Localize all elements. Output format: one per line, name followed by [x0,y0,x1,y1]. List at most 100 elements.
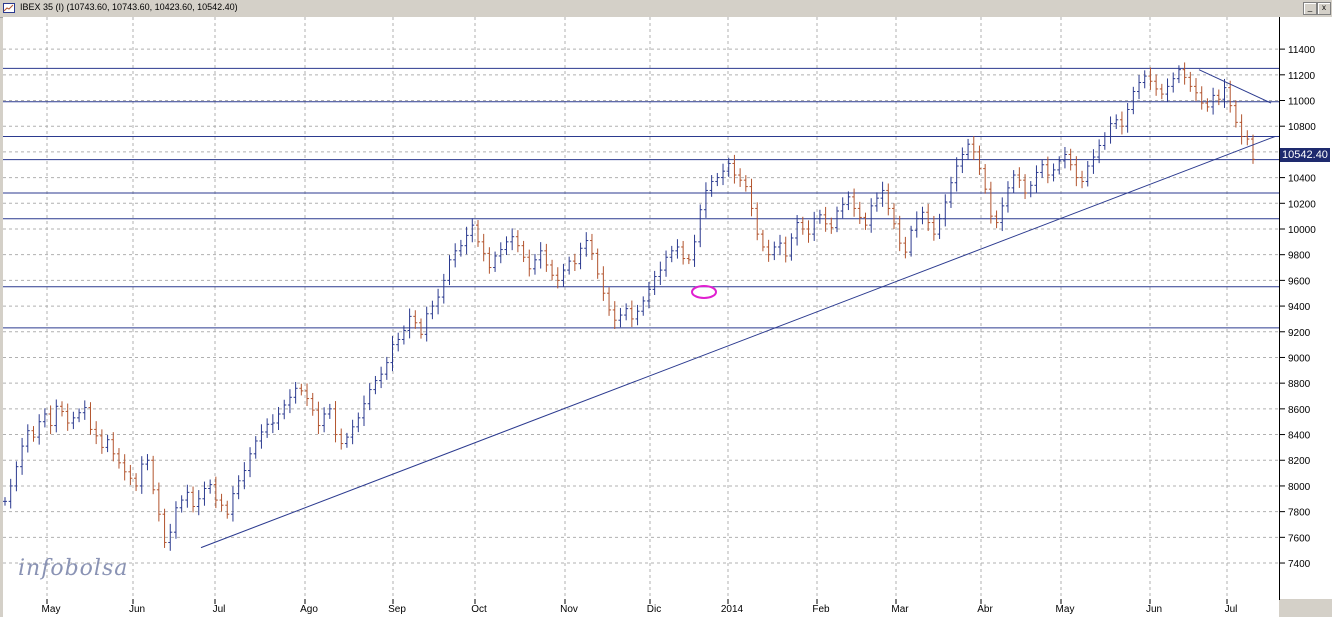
ohlc-bar [310,392,315,416]
ohlc-bar [926,203,931,231]
y-tick-label: 11200 [1288,71,1316,82]
ohlc-bar [384,356,389,380]
ohlc-bar [675,239,680,259]
ohlc-bar [350,419,355,445]
ohlc-bar [424,306,429,342]
ohlc-bar [453,243,458,268]
ohlc-bar [988,181,993,224]
ohlc-bar [561,263,566,287]
ohlc-bar [914,211,919,238]
ohlc-bar [42,408,47,428]
ohlc-bar [1005,181,1010,213]
x-axis: May Jun Jul Ago Sep Oct Nov Dic 2014 Feb Mar Abr May… [3,599,1279,617]
ohlc-bar [116,448,121,469]
y-axis: 7400 7600 7800 8000 8200 8400 8600 8800 9000 9200… [1280,17,1332,599]
ohlc-bar [225,500,230,519]
y-tick-label: 9800 [1288,251,1311,262]
ohlc-bar [510,228,515,251]
ohlc-bar [196,490,201,516]
ohlc-bar [362,395,367,427]
ohlc-bar [806,220,811,243]
ohlc-bar [407,308,412,339]
ohlc-bar [538,242,543,269]
ohlc-chart [3,17,1279,599]
ohlc-bar [846,191,851,211]
x-tick-label: Jul [213,604,226,615]
ohlc-bar [458,239,463,257]
ohlc-bar [738,168,743,187]
ohlc-bar [567,256,572,275]
ohlc-bar [612,301,617,329]
ohlc-bar [475,220,480,247]
ohlc-bar [1199,86,1204,110]
ohlc-bar [937,213,942,239]
ohlc-bar [692,234,697,267]
y-tick-label: 9400 [1288,302,1311,313]
ohlc-bar [493,251,498,272]
ohlc-bar [971,136,976,160]
y-tick-label: 9600 [1288,276,1311,287]
ohlc-bar [1034,165,1039,193]
ohlc-bar [1251,134,1255,164]
window-title: IBEX 35 (I) (10743.60, 10743.60, 10423.6… [20,2,238,12]
ohlc-bar [464,226,469,255]
ohlc-bar [128,464,133,486]
ohlc-bar [1148,67,1153,90]
ohlc-bar [356,412,361,433]
ohlc-bar [282,399,287,420]
ohlc-bar [681,240,686,265]
ohlc-bar [367,383,372,411]
ohlc-bar [578,242,583,270]
ohlc-bar [436,288,441,315]
ohlc-bar [726,157,731,177]
ohlc-bar [589,233,594,261]
ohlc-bar [208,479,213,494]
minimize-button[interactable]: _ [1303,2,1317,15]
ohlc-bar [629,300,634,328]
ohlc-bar [14,461,19,492]
y-tick-label: 10400 [1288,174,1316,185]
ohlc-bar [1028,181,1033,198]
ohlc-bar [373,375,378,395]
ohlc-bar [156,482,161,522]
ohlc-bar [943,194,948,227]
ohlc-bar [48,405,53,435]
x-tick-label: Dic [647,604,661,615]
ohlc-bar [1068,148,1073,171]
highlight-marker [691,284,717,299]
ohlc-bar [168,523,173,551]
title-bar: IBEX 35 (I) (10743.60, 10743.60, 10423.6… [0,0,1332,18]
ohlc-bar [1194,78,1199,102]
ohlc-bar [1057,156,1062,175]
ohlc-bar [527,249,532,277]
ohlc-bar [145,454,150,471]
ohlc-bar [812,211,817,241]
y-tick-label: 7400 [1288,559,1311,570]
y-tick-label: 9200 [1288,328,1311,339]
y-tick-label: 10800 [1288,122,1316,133]
ohlc-bar [293,381,298,404]
ohlc-bar [1097,139,1102,164]
ohlc-bar [8,478,13,509]
y-tick-label: 8400 [1288,431,1311,442]
ohlc-bar [305,383,310,406]
ohlc-bar [749,178,754,217]
ohlc-bar [624,303,629,321]
ohlc-bar [1233,100,1238,128]
y-tick-label: 8200 [1288,456,1311,467]
ohlc-bar [1142,70,1147,89]
ohlc-bar [139,456,144,494]
y-tick-label: 9000 [1288,353,1311,364]
ohlc-bar [1040,159,1045,178]
x-tick-label: Mar [891,604,909,615]
ohlc-bar [390,336,395,372]
plot-area[interactable] [3,17,1280,600]
ohlc-bar [863,212,868,230]
ohlc-bar [909,225,914,257]
ohlc-bar [550,259,555,281]
close-button[interactable]: x [1317,2,1331,15]
ohlc-bar [504,236,509,256]
ohlc-bar [1131,86,1136,115]
x-tick-label: Ago [300,604,318,615]
ohlc-bar [1119,111,1124,135]
